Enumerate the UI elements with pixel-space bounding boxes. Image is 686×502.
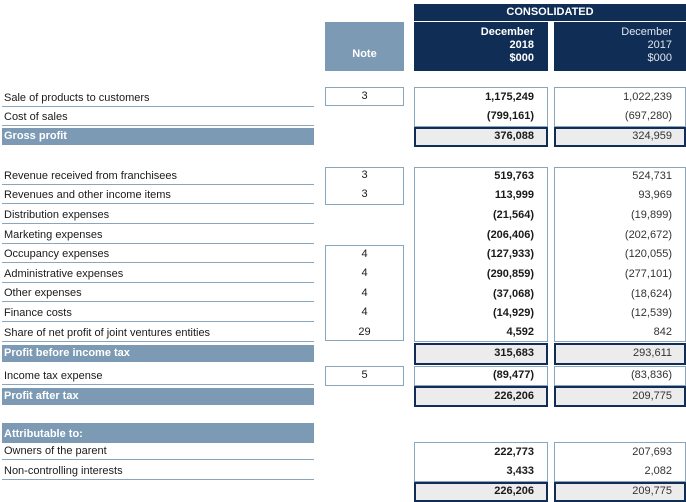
- row-value-2018: (799,161): [486, 110, 534, 122]
- row-label: Cost of sales: [2, 109, 314, 126]
- row-note: 3: [361, 169, 368, 181]
- row-value-2018: 519,763: [494, 170, 534, 182]
- row-value-2017: (12,539): [631, 307, 672, 319]
- col-2018-month: December: [480, 26, 534, 38]
- row-value-2018: 113,999: [494, 189, 534, 201]
- column-header-2018: December 2018 $000: [414, 22, 548, 71]
- row-label: Administrative expenses: [2, 266, 314, 283]
- note-column-header: Note: [325, 22, 404, 71]
- row-value-2018: 315,683: [494, 347, 534, 359]
- pbt-total-2017: [554, 343, 686, 365]
- column-header-2017: December 2017 $000: [554, 22, 686, 71]
- row-label-profit-after-tax: Profit after tax: [2, 388, 314, 405]
- row-value-2018: (14,929): [493, 307, 534, 319]
- gross-profit-total-2017: [554, 127, 686, 147]
- row-label: Income tax expense: [2, 368, 314, 385]
- row-value-2017: 324,959: [632, 130, 672, 142]
- value-box-2018-section3: [414, 442, 548, 482]
- row-value-2018: (290,859): [486, 268, 534, 280]
- row-label: Revenues and other income items: [2, 187, 314, 204]
- col-2018-unit: $000: [509, 52, 534, 64]
- row-value-2017: (83,836): [631, 369, 672, 381]
- row-note: 4: [361, 287, 368, 299]
- row-value-2017: (18,624): [631, 288, 672, 300]
- attributable-total-2018: [414, 482, 548, 502]
- attributable-total-2017: [554, 482, 686, 502]
- row-value-2017: 209,775: [632, 390, 672, 402]
- row-value-2017: 93,969: [638, 189, 672, 201]
- row-label-profit-before-tax: Profit before income tax: [2, 345, 314, 362]
- row-value-2018: (37,068): [493, 288, 534, 300]
- note-box-tax: [325, 366, 404, 386]
- value-box-2018-section2: [414, 167, 548, 342]
- value-box-2018-section1: [414, 87, 548, 127]
- pbt-total-2018: [414, 343, 548, 365]
- row-value-2018: 222,773: [494, 446, 534, 458]
- row-value-2018: 3,433: [506, 465, 534, 477]
- col-2017-unit: $000: [647, 52, 672, 64]
- row-value-2017: 209,775: [632, 485, 672, 497]
- row-value-2018: 226,206: [494, 485, 534, 497]
- row-note: 5: [361, 369, 368, 381]
- pat-total-2018: [414, 386, 548, 407]
- row-note: 4: [361, 306, 368, 318]
- row-label: Marketing expenses: [2, 227, 314, 244]
- row-label: Finance costs: [2, 305, 314, 322]
- row-value-2017: 1,022,239: [623, 91, 672, 103]
- row-label: Occupancy expenses: [2, 246, 314, 263]
- row-value-2018: 226,206: [494, 390, 534, 402]
- row-value-2017: (697,280): [624, 110, 672, 122]
- col-2017-year: 2017: [647, 39, 672, 51]
- row-label-attributable: Attributable to:: [2, 423, 314, 443]
- row-value-2017: (19,899): [631, 209, 672, 221]
- col-2017-month: December: [621, 26, 672, 38]
- row-note: 4: [361, 248, 368, 260]
- row-value-2018: (206,406): [486, 229, 534, 241]
- row-label: Owners of the parent: [2, 443, 314, 460]
- row-value-2018: (127,933): [486, 248, 534, 260]
- row-value-2017: (120,055): [624, 248, 672, 260]
- row-note: 3: [361, 188, 368, 200]
- row-label: Non-controlling interests: [2, 463, 314, 480]
- row-value-2017: 524,731: [632, 170, 672, 182]
- row-label: Distribution expenses: [2, 207, 314, 224]
- pat-total-2017: [554, 386, 686, 407]
- row-value-2017: 207,693: [632, 446, 672, 458]
- row-label-gross-profit: Gross profit: [2, 128, 314, 145]
- row-note: 29: [358, 326, 371, 338]
- note-box-expenses: [325, 245, 404, 341]
- tax-box-2018: [414, 366, 548, 386]
- row-value-2018: (89,477): [493, 369, 534, 381]
- row-label: Other expenses: [2, 285, 314, 302]
- row-value-2018: (21,564): [493, 209, 534, 221]
- row-value-2017: (277,101): [624, 268, 672, 280]
- note-box-section1: [325, 87, 404, 106]
- row-value-2017: 2,082: [644, 465, 672, 477]
- col-2018-year: 2018: [509, 39, 534, 51]
- row-label: Revenue received from franchisees: [2, 168, 314, 185]
- consolidated-header: CONSOLIDATED: [414, 4, 686, 21]
- row-note: 4: [361, 267, 368, 279]
- row-value-2018: 376,088: [494, 130, 534, 142]
- row-value-2017: 293,611: [633, 347, 672, 359]
- gross-profit-total-2018: [414, 127, 548, 147]
- row-value-2017: (202,672): [624, 229, 672, 241]
- row-note: 3: [361, 90, 368, 102]
- note-box-franchise: [325, 167, 404, 205]
- row-label: Share of net profit of joint ventures en…: [2, 325, 314, 342]
- row-value-2018: 4,592: [506, 326, 534, 338]
- row-value-2017: 842: [653, 326, 672, 338]
- row-label: Sale of products to customers: [2, 90, 314, 107]
- row-value-2018: 1,175,249: [485, 91, 534, 103]
